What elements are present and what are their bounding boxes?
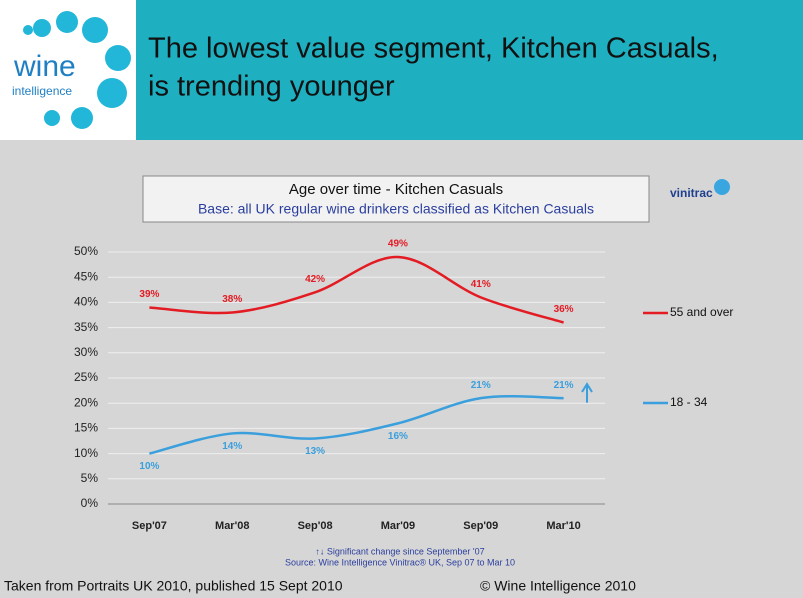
logo-sub: intelligence xyxy=(12,84,72,98)
footer-right: © Wine Intelligence 2010 xyxy=(480,578,636,594)
y-tick-label: 15% xyxy=(74,421,98,435)
data-label: 42% xyxy=(305,274,325,285)
data-label: 10% xyxy=(139,461,159,472)
chart-title-box xyxy=(142,175,650,223)
data-label: 16% xyxy=(388,431,408,442)
data-label: 21% xyxy=(554,380,574,391)
y-tick-label: 0% xyxy=(81,496,99,510)
y-tick-label: 35% xyxy=(74,320,98,334)
x-tick-label: Sep'09 xyxy=(463,520,498,532)
slide-title: is trending younger xyxy=(148,71,395,103)
data-label: 39% xyxy=(139,289,159,300)
data-label: 14% xyxy=(222,441,242,452)
logo-dots xyxy=(23,11,131,129)
y-tick-label: 45% xyxy=(74,269,98,283)
series-line xyxy=(149,255,564,324)
x-tick-label: Mar'08 xyxy=(215,520,249,532)
data-label: 38% xyxy=(222,294,242,305)
data-label: 36% xyxy=(554,304,574,315)
y-tick-label: 50% xyxy=(74,244,98,258)
brand: vinitrac xyxy=(670,186,713,200)
y-tick-label: 30% xyxy=(74,345,98,359)
x-tick-label: Sep'08 xyxy=(298,520,333,532)
y-tick-label: 10% xyxy=(74,446,98,460)
data-label: 21% xyxy=(471,380,491,391)
data-label: 13% xyxy=(305,446,325,457)
title-banner xyxy=(136,0,803,140)
y-tick-label: 20% xyxy=(74,395,98,409)
x-tick-label: Sep'07 xyxy=(132,520,167,532)
x-tick-label: Mar'10 xyxy=(546,520,580,532)
significance-arrow xyxy=(581,382,593,403)
y-tick-label: 5% xyxy=(81,471,99,485)
y-tick-label: 25% xyxy=(74,370,98,384)
series-line xyxy=(149,395,564,455)
x-tick-label: Mar'09 xyxy=(381,520,415,532)
data-label: 41% xyxy=(471,279,491,290)
chart-subtitle: Base: all UK regular wine drinkers class… xyxy=(198,201,594,217)
chart-title: Age over time - Kitchen Casuals xyxy=(289,181,503,198)
footer-left: Taken from Portraits UK 2010, published … xyxy=(4,578,343,594)
note: ↑↓ Significant change since September '0… xyxy=(315,546,484,556)
slide-title: The lowest value segment, Kitchen Casual… xyxy=(148,33,719,65)
legend-label: 55 and over xyxy=(670,305,733,319)
source: Source: Wine Intelligence Vinitrac® UK, … xyxy=(285,557,515,567)
logo-word: wine xyxy=(13,50,76,83)
legend-label: 18 - 34 xyxy=(670,395,708,409)
y-tick-label: 40% xyxy=(74,295,98,309)
data-label: 49% xyxy=(388,239,408,250)
brand-icon xyxy=(714,179,730,195)
